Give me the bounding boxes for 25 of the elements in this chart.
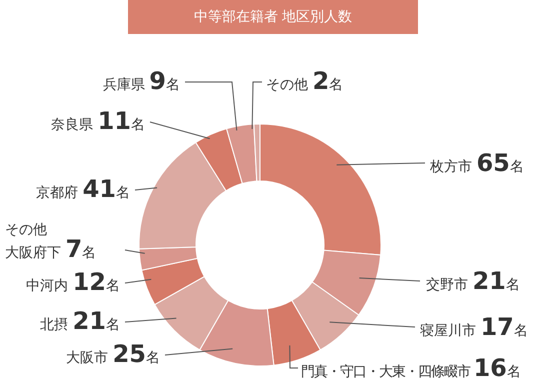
data-label: 25名 <box>112 340 160 368</box>
slice-label: 交野市 <box>426 277 472 293</box>
slice-label: その他大阪府下 <box>5 222 66 261</box>
slice-label: 京都府 <box>36 185 83 201</box>
slice-label: 枚方市 <box>429 159 476 175</box>
slice-label: 北摂 <box>40 317 73 333</box>
slice-label: 門真・守口・大東・四條畷市 <box>301 364 474 380</box>
data-label: 12名 <box>72 268 120 296</box>
data-label: 16名 <box>473 354 521 380</box>
data-label: 21名 <box>472 267 520 295</box>
slice-label: 兵庫県 <box>102 77 150 93</box>
data-label: 2名 <box>312 67 344 95</box>
data-label: 21名 <box>72 307 120 335</box>
chart-title: 中等部在籍者 地区別人数 <box>128 0 418 34</box>
data-label: 41名 <box>82 175 130 203</box>
data-label: 17名 <box>480 313 528 341</box>
slice-label: 寝屋川市 <box>420 323 480 339</box>
data-label: 11名 <box>98 107 145 135</box>
slice-label: 大阪市 <box>66 350 113 366</box>
data-label: 7名 <box>65 235 96 263</box>
slice-label: 奈良県 <box>51 117 98 133</box>
data-label: 9名 <box>149 67 180 95</box>
slice-label: 中河内 <box>26 278 73 294</box>
data-label: 65名 <box>476 149 524 177</box>
slice-label: その他 <box>266 77 312 93</box>
